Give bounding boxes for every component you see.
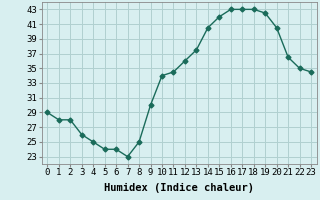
X-axis label: Humidex (Indice chaleur): Humidex (Indice chaleur) xyxy=(104,183,254,193)
